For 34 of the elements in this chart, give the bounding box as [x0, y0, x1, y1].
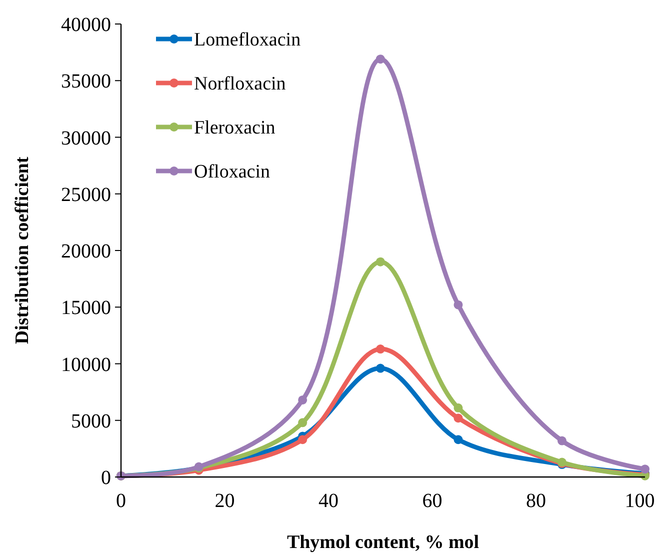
y-tick-label: 10000: [61, 354, 111, 376]
point: [298, 395, 308, 404]
y-tick-label: 0: [101, 467, 111, 489]
point: [454, 403, 463, 412]
point: [298, 435, 308, 444]
point: [376, 364, 385, 373]
point: [454, 414, 463, 423]
y-tick-label: 25000: [61, 184, 111, 206]
point: [454, 300, 463, 310]
x-tick-label: 40: [318, 490, 339, 512]
legend-label: Ofloxacin: [194, 162, 270, 183]
x-tick-label: 0: [116, 490, 126, 512]
x-tick-label: 20: [214, 490, 235, 512]
point: [454, 435, 463, 444]
point: [376, 344, 385, 354]
x-tick-label: 100: [624, 490, 655, 512]
y-tick-label: 20000: [61, 240, 111, 262]
y-tick-label: 30000: [61, 127, 111, 150]
point: [557, 436, 566, 446]
y-tick-label: 35000: [61, 70, 111, 93]
legend-label: Lomefloxacin: [194, 30, 302, 51]
legend-label: Fleroxacin: [194, 118, 276, 139]
y-tick-label: 40000: [61, 14, 111, 36]
point: [298, 418, 308, 428]
point: [640, 464, 650, 474]
y-tick-label: 15000: [61, 297, 111, 320]
x-tick-label: 80: [526, 490, 546, 512]
point: [376, 54, 385, 64]
legend-label: Norfloxacin: [194, 74, 286, 95]
point: [376, 257, 385, 266]
y-tick-label: 5000: [71, 410, 111, 432]
x-tick-label: 60: [422, 490, 442, 512]
x-axis-title: Thymol content, % mol: [286, 532, 480, 553]
y-axis-title: Distribution coefficient: [12, 156, 33, 344]
